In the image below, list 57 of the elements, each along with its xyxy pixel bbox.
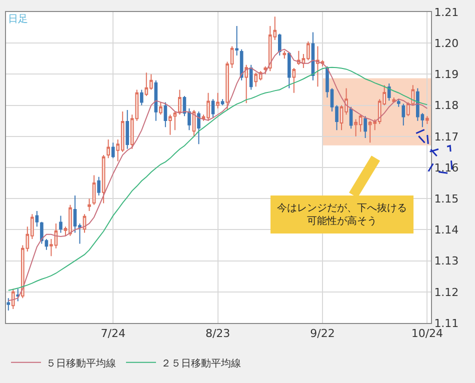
candlestick — [282, 50, 286, 60]
candlestick — [97, 176, 100, 196]
y-tick-label: 1.20 — [434, 36, 459, 50]
candlestick — [426, 116, 429, 124]
candlestick — [311, 32, 315, 81]
candlestick — [164, 102, 168, 128]
y-tick-label: 1.15 — [434, 192, 459, 206]
candlestick — [102, 154, 106, 204]
candlestick — [154, 80, 158, 122]
y-tick-label: 1.19 — [434, 68, 459, 82]
candlestick — [392, 97, 396, 103]
x-tick-label: 10/24 — [411, 327, 444, 340]
candlestick — [211, 98, 215, 118]
candlestick — [240, 48, 244, 81]
y-tick-label: 1.17 — [434, 130, 459, 144]
y-tick-label: 1.12 — [434, 286, 459, 299]
candlestick — [6, 298, 10, 312]
candlestick — [173, 111, 177, 131]
candlestick — [16, 288, 20, 302]
y-tick-label: 1.21 — [434, 6, 459, 19]
candlestick — [35, 210, 39, 228]
candlestick — [126, 109, 130, 150]
legend-label: ２５日移動平均線 — [161, 357, 241, 370]
candlestick — [88, 198, 91, 212]
x-tick-label: 7/24 — [100, 327, 126, 340]
candlestick — [364, 116, 367, 138]
candlestick — [216, 92, 220, 109]
x-tick-label: 9/22 — [310, 327, 335, 340]
candlestick — [168, 114, 172, 136]
candlestick — [292, 67, 296, 94]
candlestick — [11, 288, 15, 310]
y-tick-label: 1.18 — [434, 99, 459, 112]
candlestick — [235, 25, 238, 56]
candlestick — [288, 52, 291, 89]
annotation: 今はレンジだが、下へ抜ける可能性が高そう — [277, 202, 407, 227]
candlestick — [197, 111, 200, 145]
annotation: 日足 — [8, 14, 28, 25]
candlestick — [220, 98, 224, 106]
candlestick — [159, 102, 162, 116]
y-tick-label: 1.11 — [434, 316, 459, 330]
candlestick — [244, 64, 248, 104]
candlestick — [178, 89, 182, 116]
x-tick-label: 8/23 — [205, 327, 230, 340]
candlestick — [249, 64, 253, 90]
y-tick-label: 1.13 — [434, 254, 459, 268]
candlestick — [402, 103, 406, 126]
candlestick — [278, 33, 282, 56]
candlestick — [106, 139, 110, 159]
y-tick-label: 1.16 — [434, 161, 459, 174]
candlestick — [387, 83, 391, 102]
candlestick — [111, 142, 115, 159]
candlestick — [396, 98, 400, 108]
candlestick — [92, 174, 96, 206]
y-tick-label: 1.14 — [434, 224, 459, 237]
candlestick — [140, 89, 144, 106]
candlestick — [59, 215, 62, 234]
legend-label: ５日移動平均線 — [46, 357, 116, 370]
